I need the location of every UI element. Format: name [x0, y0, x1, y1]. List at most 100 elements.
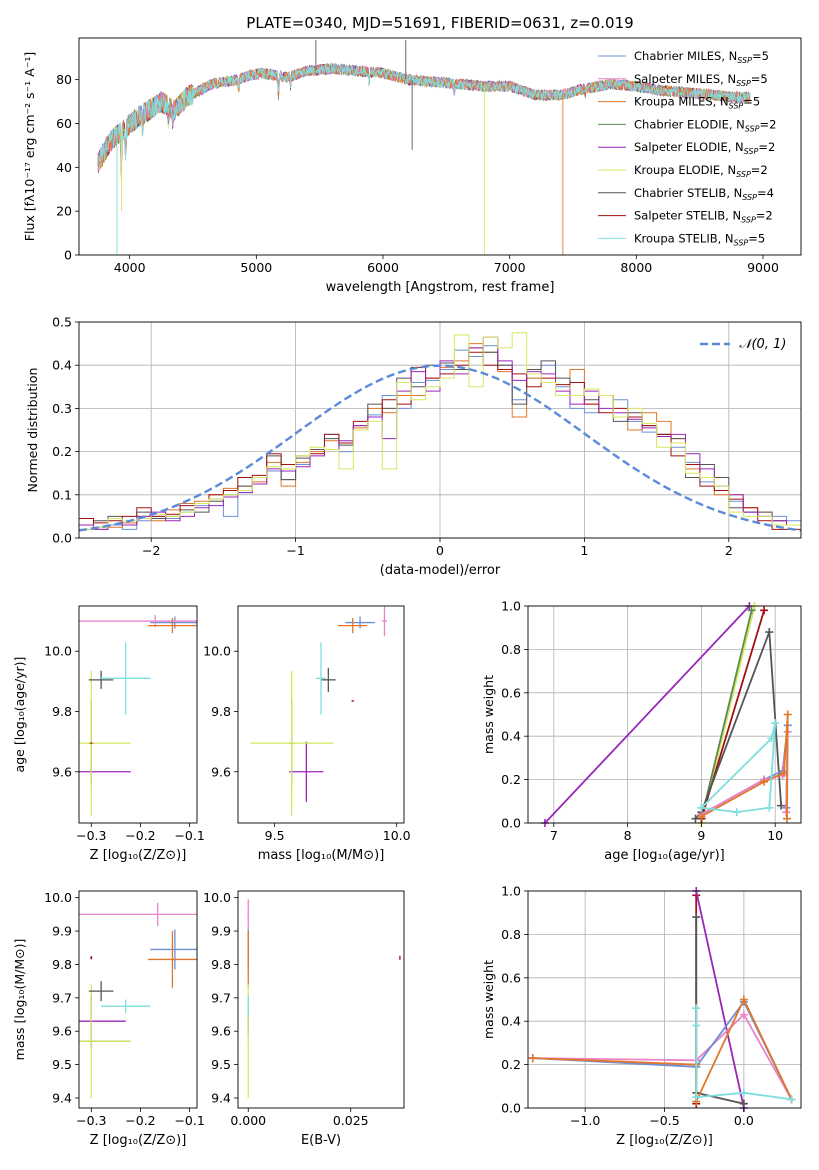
y-tick-label: 0.6 [501, 685, 521, 700]
chart-panels: 4000 5000 6000 7000 8000 9000020406080wavelen… [12, 37, 802, 1148]
x-axis-label: E(B-V) [301, 1133, 341, 1148]
axes-frame [527, 605, 802, 824]
x-axis-label: Z [log₁₀(Z/Z⊙)] [90, 1133, 187, 1148]
y-axis-label: Normed distribution [25, 368, 40, 493]
y-tick-label: 10.0 [203, 890, 231, 905]
weight-line-salpeter_miles [532, 1013, 793, 1100]
x-tick-label: 10.0 [383, 828, 411, 843]
y-tick-label: 1.0 [501, 599, 521, 614]
y-tick-label: 9.8 [52, 957, 72, 972]
y-tick-label: 0.5 [52, 315, 72, 330]
y-tick-label: 9.6 [52, 764, 72, 779]
legend-label-chabrier_miles: Chabrier MILES, NSSP=5 [634, 49, 769, 65]
weight-line-salpeter_elodie [695, 891, 745, 1108]
axes-frame [78, 37, 802, 256]
weight-marker-kroupa_miles [739, 995, 748, 1004]
x-tick-label: −0.5 [649, 1113, 679, 1128]
x-tick-label: 9 [697, 828, 705, 843]
x-tick-label: 0.000 [230, 1113, 266, 1128]
weight-marker-kroupa_stelib [692, 1021, 701, 1030]
y-tick-label: 0.3 [52, 401, 72, 416]
x-tick-label: 4000 [114, 260, 146, 275]
y-tick-label: 40 [56, 160, 72, 175]
x-axis-label: (data-model)/error [380, 563, 501, 578]
legend-label-kroupa_stelib: Kroupa STELIB, NSSP=5 [634, 231, 765, 247]
x-tick-label: −0.3 [76, 1113, 106, 1128]
y-tick-label: 9.8 [211, 704, 231, 719]
weight-marker-kroupa_stelib [692, 1004, 701, 1013]
weight-marker-kroupa_stelib [697, 803, 706, 812]
y-tick-label: 0 [64, 248, 72, 263]
x-tick-label: 9.5 [265, 828, 285, 843]
weight-marker-kroupa_stelib [767, 734, 776, 743]
y-axis-label: Flux [fλ10⁻¹⁷ erg cm⁻² s⁻¹ A⁻¹] [22, 52, 37, 241]
x-tick-label: −1.0 [570, 1113, 600, 1128]
y-tick-label: 9.5 [211, 1057, 231, 1072]
age-vs-z-panel: −0.3 −0.2 −0.1 9.6 9.8 10.0 Z [log₁₀(Z/Z⊙)] age… [12, 605, 205, 863]
legend-label-salpeter_miles: Salpeter MILES, NSSP=5 [634, 72, 768, 88]
weight-marker-kroupa_miles [760, 777, 769, 786]
weight-line-salpeter_elodie [544, 606, 751, 823]
weight-marker-kroupa_stelib [692, 1093, 701, 1102]
y-tick-label: 9.9 [211, 924, 231, 939]
x-tick-label: 7000 [494, 260, 526, 275]
weight-marker-chabrier_stelib [777, 801, 786, 810]
histogram-salpeter_elodie [79, 336, 801, 530]
y-tick-label: 9.6 [211, 764, 231, 779]
weight-marker-kroupa_miles [783, 710, 792, 719]
y-tick-label: 9.8 [211, 957, 231, 972]
weight-marker-chabrier_elodie [747, 606, 756, 615]
x-tick-label: −0.1 [174, 1113, 204, 1128]
weight-line-kroupa_stelib [700, 722, 777, 814]
x-tick-label: 8 [624, 828, 632, 843]
y-tick-label: 0.0 [501, 816, 521, 831]
x-tick-label: 0.025 [333, 1113, 369, 1128]
axes-frame [78, 605, 198, 824]
x-tick-label: 8000 [620, 260, 652, 275]
weight-marker-kroupa_stelib [771, 719, 780, 728]
y-tick-label: 0.8 [501, 927, 521, 942]
y-tick-label: 10.0 [203, 644, 231, 659]
axes-frame [78, 890, 198, 1109]
spectrum-line-kroupa_stelib [97, 63, 751, 167]
weight-marker-chabrier_stelib [691, 814, 700, 823]
x-tick-label: −0.2 [125, 828, 155, 843]
y-tick-label: 9.5 [52, 1057, 72, 1072]
weight-marker-kroupa_stelib [739, 1088, 748, 1097]
y-tick-label: 0.1 [52, 487, 72, 502]
legend-label-normal: 𝒩(0, 1) [739, 337, 786, 352]
weight-marker-kroupa_stelib [765, 803, 774, 812]
legend-label-chabrier_stelib: Chabrier STELIB, NSSP=4 [634, 186, 774, 202]
legend-label-salpeter_stelib: Salpeter STELIB, NSSP=2 [634, 209, 773, 225]
histogram-kroupa_elodie [79, 332, 801, 530]
x-axis-label: age [log₁₀(age/yr)] [604, 848, 725, 863]
y-tick-label: 0.2 [52, 444, 72, 459]
x-axis-label: mass [log₁₀(M/M⊙)] [258, 848, 385, 863]
y-tick-label: 10.0 [44, 890, 72, 905]
age-vs-mass-panel: 9.5 10.0 9.6 9.8 10.0 mass [log₁₀(M/M⊙)] [203, 605, 411, 863]
weight-marker-kroupa_stelib [732, 808, 741, 817]
x-tick-label: 10 [767, 828, 783, 843]
y-tick-label: 9.4 [52, 1090, 72, 1105]
x-tick-label: −1 [286, 543, 304, 558]
x-tick-label: 9000 [747, 260, 779, 275]
axes-frame [237, 605, 405, 824]
x-tick-label: −0.3 [76, 828, 106, 843]
y-tick-label: 0.4 [501, 729, 521, 744]
weight-vs-age-panel: 7 8 9 10 0.0 0.2 0.4 0.6 0.8 1.0 age [log₁₀(age/yr… [481, 599, 802, 863]
x-axis-label: Z [log₁₀(Z/Z⊙)] [90, 848, 187, 863]
figure-title: PLATE=0340, MJD=51691, FIBERID=0631, z=0… [246, 14, 633, 32]
weight-marker-kroupa_stelib [787, 1095, 796, 1104]
y-tick-label: 0.4 [501, 1014, 521, 1029]
y-tick-label: 9.4 [211, 1090, 231, 1105]
y-tick-label: 20 [56, 204, 72, 219]
y-axis-label: mass [log₁₀(M/M⊙)] [12, 939, 27, 1061]
y-tick-label: 0.0 [52, 531, 72, 546]
y-tick-label: 0.4 [52, 358, 72, 373]
x-tick-label: 2 [725, 543, 733, 558]
weight-marker-chabrier_stelib [739, 1099, 748, 1108]
weight-marker-kroupa_miles [780, 769, 789, 778]
y-tick-label: 60 [56, 116, 72, 131]
x-axis-label: Z [log₁₀(Z/Z⊙)] [616, 1133, 713, 1148]
